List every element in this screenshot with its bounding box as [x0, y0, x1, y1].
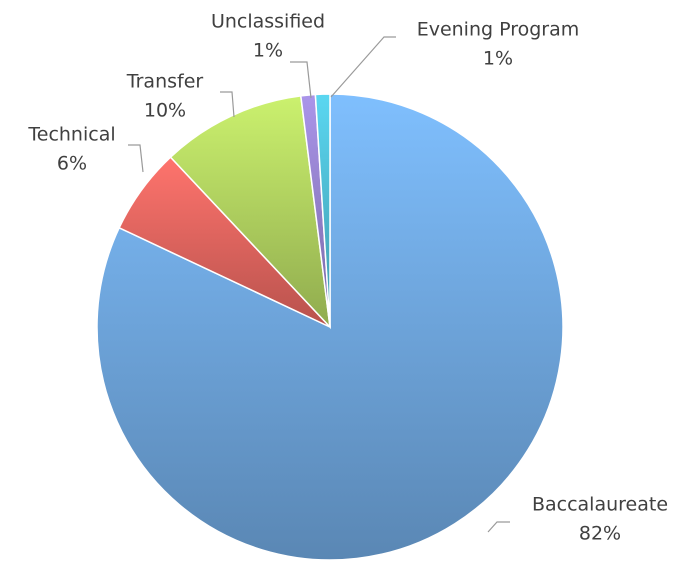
slice-label: Evening Program [417, 19, 580, 41]
slice-label: Technical [27, 124, 115, 146]
leader-line [330, 36, 396, 98]
slice-label: Transfer [126, 71, 204, 93]
pie-slice [169, 94, 332, 330]
slice-value-label: 1% [483, 48, 513, 70]
slice-label: Baccalaureate [532, 494, 668, 516]
leader-line [487, 521, 510, 533]
slice-value-label: 82% [579, 523, 621, 545]
pie-slice [314, 93, 331, 328]
slice-value-label: 1% [253, 40, 283, 62]
leader-line [128, 144, 144, 173]
slice-value-label: 6% [57, 153, 87, 175]
slice-label: Unclassified [211, 11, 325, 33]
leader-line [220, 91, 235, 118]
leader-line [290, 61, 312, 99]
slice-value-label: 10% [144, 100, 186, 122]
